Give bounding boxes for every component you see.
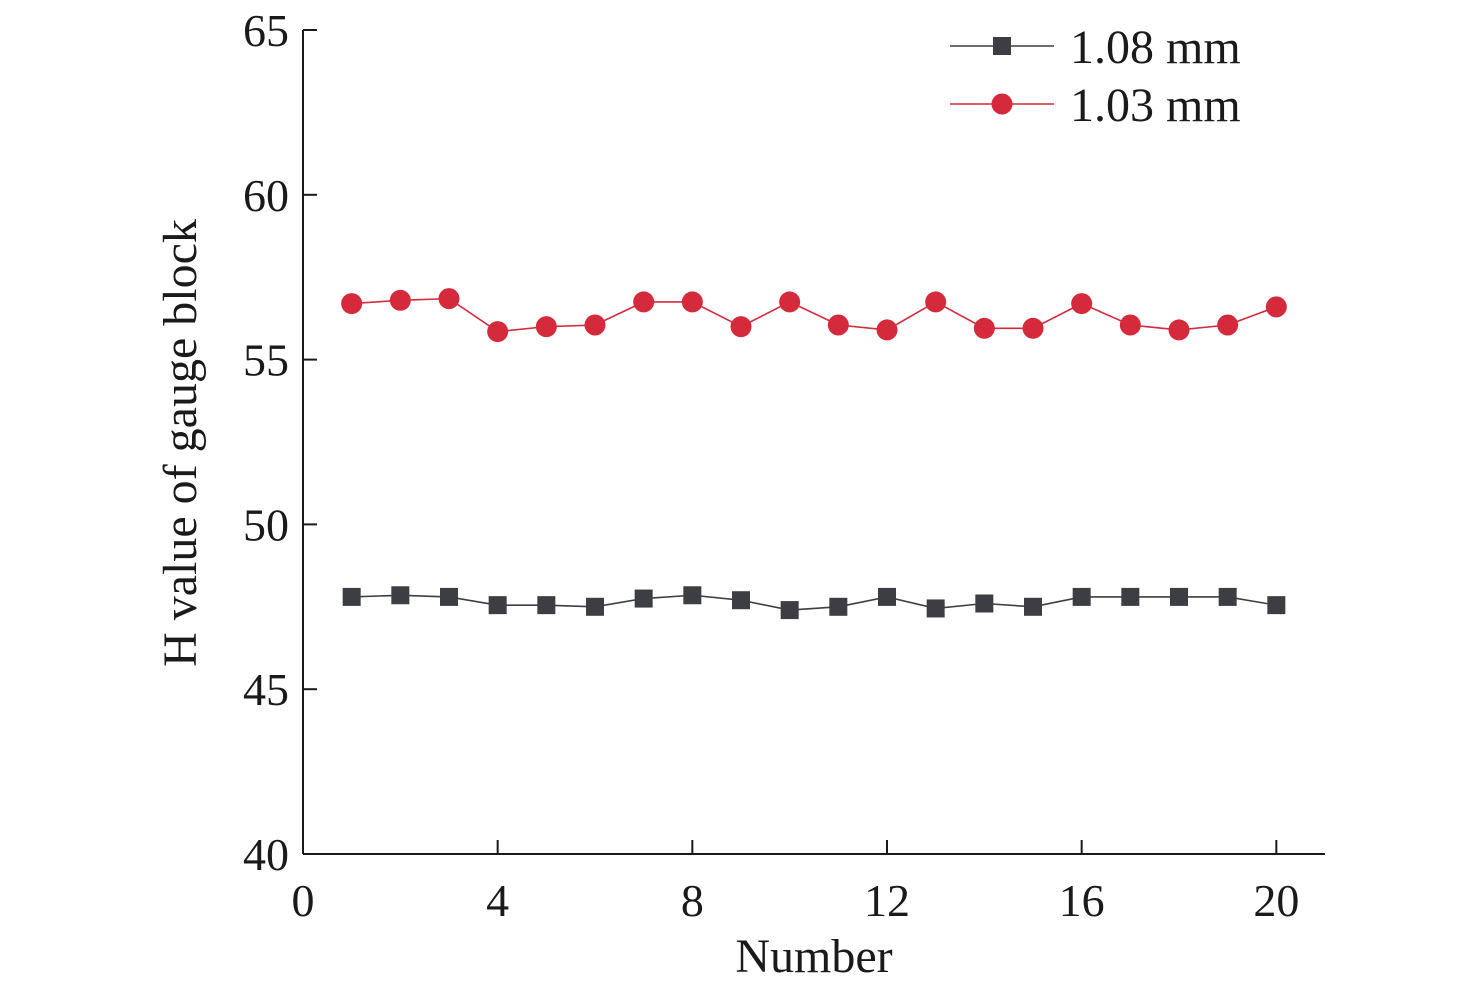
data-point [341,293,363,315]
y-tick-label: 45 [243,664,289,715]
x-tick-label: 16 [1059,875,1105,926]
y-tick-label: 65 [243,5,289,56]
series-1 [342,586,1286,620]
x-tick-label: 4 [486,875,509,926]
data-point [391,586,410,605]
legend: 1.08 mm1.03 mm [950,21,1241,132]
data-point [683,586,702,605]
x-tick-label: 12 [864,875,910,926]
data-point [876,319,898,341]
data-point [1265,296,1287,318]
data-point [779,291,801,313]
data-point [389,289,411,311]
data-point [1217,314,1239,336]
x-tick-label: 20 [1253,875,1299,926]
data-point [342,587,361,606]
legend-item-1: 1.08 mm [950,21,1241,74]
legend-label: 1.08 mm [1070,21,1241,74]
legend-marker [991,93,1013,115]
data-point [975,594,994,613]
y-tick-label: 55 [243,335,289,386]
data-point [440,587,458,606]
y-tick-label: 60 [243,170,289,221]
data-point [487,321,509,343]
data-point [1022,317,1044,339]
data-point [1267,596,1286,615]
data-point [878,587,896,606]
data-point [584,314,606,336]
data-point [535,316,557,338]
data-point [1170,587,1188,606]
data-point [633,291,655,313]
x-axis-title: Number [735,930,892,983]
legend-item-2: 1.03 mm [950,79,1241,132]
data-point [925,291,947,313]
data-point [1024,597,1042,616]
data-point [537,596,556,615]
data-point [438,288,460,310]
data-point [586,597,604,616]
data-point [681,291,703,313]
data-point [1218,587,1237,606]
data-point [1072,587,1091,606]
data-point [634,589,653,608]
data-point [730,316,752,338]
data-point [780,601,799,620]
y-tick-label: 40 [243,829,289,880]
data-point [973,317,995,339]
data-point [488,596,507,615]
data-point [1119,314,1141,336]
legend-label: 1.03 mm [1070,79,1241,132]
data-point [732,591,750,610]
x-tick-label: 8 [681,875,704,926]
data-point [827,314,849,336]
data-point [1168,319,1190,341]
series-2 [341,288,1287,343]
data-point [1121,587,1140,606]
y-axis-title: H value of gauge block [154,219,207,667]
data-point [926,599,945,618]
x-tick-label: 0 [292,875,315,926]
series-layer [341,288,1287,620]
axes: 0 4 8 12 16 20 40 45 50 55 60 65 [243,5,1325,926]
data-point [829,597,848,616]
data-point [1071,293,1093,315]
y-tick-label: 50 [243,499,289,550]
legend-marker [993,37,1011,55]
